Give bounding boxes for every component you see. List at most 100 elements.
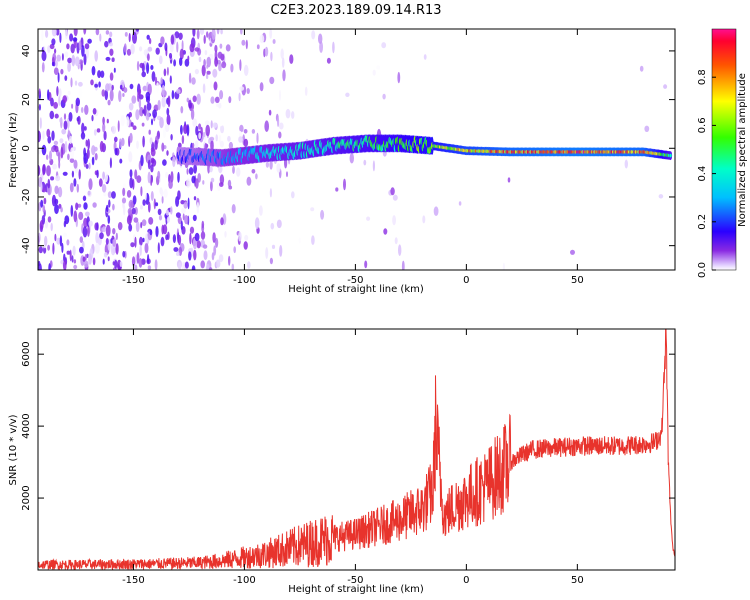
heatmap-cell (119, 84, 123, 90)
heatmap-cell (111, 235, 115, 240)
heatmap-cell (42, 130, 45, 140)
heatmap-cell (133, 217, 139, 223)
heatmap-cell (433, 206, 439, 216)
heatmap-cell (165, 213, 168, 225)
heatmap-cell (129, 169, 133, 178)
heatmap-cell (162, 128, 166, 139)
heatmap-cell (279, 122, 284, 130)
spectrogram-ylabel: Frequency (Hz) (8, 112, 19, 188)
heatmap-cell (117, 120, 120, 132)
heatmap-cell (53, 140, 59, 146)
heatmap-cell (204, 50, 208, 56)
heatmap-cell (94, 153, 98, 161)
heatmap-cell (218, 62, 222, 72)
heatmap-cell (189, 102, 193, 109)
heatmap-cell (200, 126, 203, 137)
heatmap-cell (87, 38, 92, 44)
heatmap-cell (88, 220, 93, 227)
heatmap-cell (230, 63, 234, 73)
heatmap-cell (77, 115, 81, 125)
ridge-core (669, 153, 672, 158)
heatmap-cell (264, 46, 269, 57)
heatmap-cell (126, 48, 132, 56)
heatmap-cell (82, 256, 86, 262)
heatmap-cell (181, 40, 184, 51)
heatmap-cell (289, 54, 294, 64)
heatmap-cell (109, 48, 114, 56)
heatmap-cell (117, 222, 123, 231)
heatmap-cell (51, 146, 56, 153)
heatmap-cell (109, 89, 114, 102)
heatmap-cell (239, 124, 244, 133)
x-tick-label: -100 (233, 275, 256, 286)
heatmap-cell (177, 190, 181, 201)
heatmap-cell (119, 138, 122, 148)
heatmap-cell (259, 205, 263, 216)
heatmap-cell (193, 164, 198, 174)
heatmap-cell (132, 195, 137, 205)
heatmap-cell (101, 89, 106, 97)
heatmap-cell (134, 169, 138, 180)
heatmap-cell (107, 191, 112, 199)
heatmap-cell (239, 86, 245, 91)
heatmap-cell (62, 171, 68, 176)
colorbar-tick-label: 0.2 (697, 214, 708, 230)
heatmap-cell (188, 181, 191, 187)
colorbar-gradient (712, 29, 736, 270)
heatmap-cell (128, 32, 131, 43)
heatmap-cell (111, 84, 114, 91)
x-tick-label: -150 (122, 275, 145, 286)
heatmap-cell (219, 140, 224, 148)
heatmap-cell (165, 209, 170, 216)
heatmap-cell (238, 92, 241, 102)
heatmap-cell (147, 46, 153, 52)
heatmap-cell (209, 166, 213, 173)
heatmap-cell (138, 258, 143, 268)
heatmap-cell (210, 180, 213, 192)
heatmap-cell (118, 90, 122, 103)
heatmap-cell (103, 130, 107, 141)
heatmap-cell (47, 136, 52, 144)
heatmap-cell (157, 170, 161, 180)
heatmap-cell (200, 231, 206, 240)
heatmap-cell (137, 91, 140, 103)
heatmap-cell (187, 197, 190, 210)
heatmap-cell (168, 52, 173, 59)
heatmap-cell (85, 139, 88, 147)
heatmap-cell (228, 96, 232, 104)
x-tick-label: 50 (571, 275, 584, 286)
heatmap-cell (58, 160, 61, 169)
heatmap-cell (209, 136, 215, 142)
heatmap-cell (458, 201, 462, 206)
heatmap-cell (153, 198, 156, 210)
heatmap-cell (255, 173, 258, 180)
heatmap-cell (161, 195, 164, 204)
heatmap-cell (148, 217, 154, 225)
heatmap-cell (191, 175, 196, 184)
heatmap-cell (228, 185, 233, 190)
heatmap-cell (101, 226, 106, 233)
heatmap-cell (73, 29, 78, 37)
heatmap-cell (111, 125, 116, 135)
heatmap-cell (155, 226, 159, 238)
heatmap-cell (64, 75, 68, 81)
heatmap-cell (277, 117, 280, 128)
heatmap-cell (56, 86, 59, 97)
heatmap-cell (70, 77, 73, 88)
heatmap-cell (219, 43, 223, 49)
heatmap-cell (130, 122, 134, 127)
heatmap-cell (188, 72, 192, 84)
heatmap-cell (115, 243, 119, 255)
heatmap-cell (256, 132, 259, 144)
heatmap-cell (161, 96, 166, 108)
heatmap-cell (52, 163, 57, 170)
heatmap-cell (202, 132, 206, 138)
x-tick-label: 0 (463, 275, 469, 286)
heatmap-cell (218, 102, 222, 109)
heatmap-cell (216, 102, 219, 108)
heatmap-cell (81, 122, 85, 135)
colorbar-frame (711, 28, 737, 271)
heatmap-cell (84, 43, 90, 50)
heatmap-cell (165, 171, 169, 179)
heatmap-cell (251, 129, 256, 134)
